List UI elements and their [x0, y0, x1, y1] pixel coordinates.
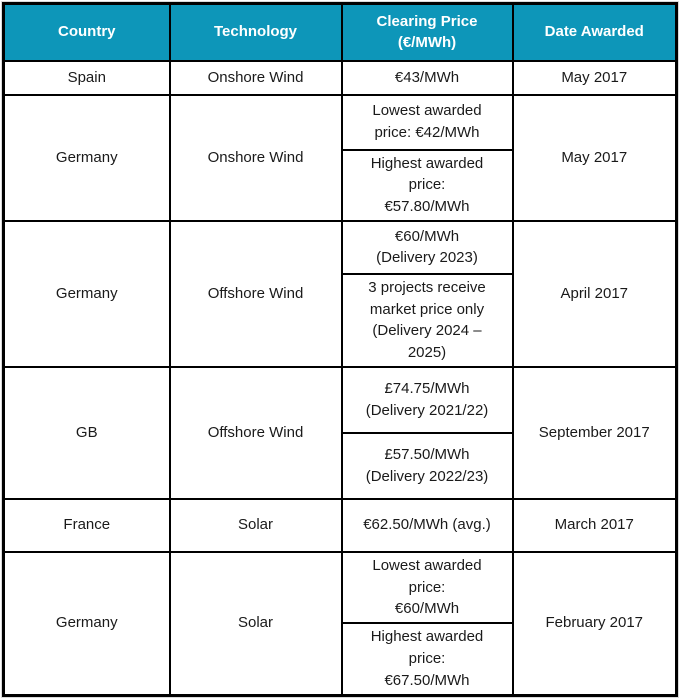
price-cell: €62.50/MWh (avg.) — [340, 497, 514, 553]
header-cell-country: Country — [2, 2, 171, 62]
table-row: Highest awarded price: €67.50/MWh — [4, 622, 677, 696]
technology-cell: Solar — [168, 550, 343, 697]
price-cell: Highest awarded price: €67.50/MWh — [340, 622, 514, 696]
date-cell: April 2017 — [511, 219, 678, 368]
date-cell: May 2017 — [511, 93, 678, 222]
date-cell: September 2017 — [511, 365, 678, 500]
table-row: Germany Offshore Wind €60/MWh (Delivery … — [2, 219, 678, 368]
table-row: £57.50/MWh (Delivery 2022/23) — [4, 431, 677, 500]
date-cell: February 2017 — [511, 550, 678, 697]
country-cell: France — [2, 497, 171, 553]
price-cell: £57.50/MWh (Delivery 2022/23) — [340, 431, 514, 500]
table-row: GB Offshore Wind £74.75/MWh (Delivery 20… — [2, 365, 678, 500]
technology-cell: Solar — [168, 497, 343, 553]
country-cell: GB — [2, 365, 171, 500]
price-cell: €43/MWh — [340, 59, 514, 96]
header-cell-technology: Technology — [168, 2, 343, 62]
country-cell: Germany — [2, 93, 171, 222]
price-cell: £74.75/MWh (Delivery 2021/22) — [340, 365, 514, 434]
table-row: Germany Onshore Wind Lowest awarded pric… — [2, 93, 678, 222]
header-cell-date-awarded: Date Awarded — [511, 2, 678, 62]
table-row: France Solar €62.50/MWh (avg.) March 201… — [2, 497, 678, 553]
technology-cell: Onshore Wind — [168, 93, 343, 222]
date-cell: March 2017 — [511, 497, 678, 553]
country-cell: Spain — [2, 59, 171, 96]
country-cell: Germany — [2, 550, 171, 697]
price-cell: €60/MWh (Delivery 2023) — [340, 219, 514, 275]
date-cell: May 2017 — [511, 59, 678, 96]
table-row: Germany Solar Lowest awarded price: €60/… — [2, 550, 678, 697]
technology-cell: Offshore Wind — [168, 365, 343, 500]
price-cell: 3 projects receive market price only (De… — [340, 272, 514, 368]
header-row: Country Technology Clearing Price (€/MWh… — [2, 2, 678, 62]
table-row: Highest awarded price: €57.80/MWh — [4, 148, 677, 222]
table-row: Spain Onshore Wind €43/MWh May 2017 — [2, 59, 678, 96]
header-cell-clearing-price: Clearing Price (€/MWh) — [340, 2, 514, 62]
price-cell: Lowest awarded price: €42/MWh — [340, 93, 514, 151]
technology-cell: Onshore Wind — [168, 59, 343, 96]
technology-cell: Offshore Wind — [168, 219, 343, 368]
price-cell: Highest awarded price: €57.80/MWh — [340, 148, 514, 222]
price-cell: Lowest awarded price: €60/MWh — [340, 550, 514, 625]
table-row: 3 projects receive market price only (De… — [4, 272, 677, 368]
country-cell: Germany — [2, 219, 171, 368]
